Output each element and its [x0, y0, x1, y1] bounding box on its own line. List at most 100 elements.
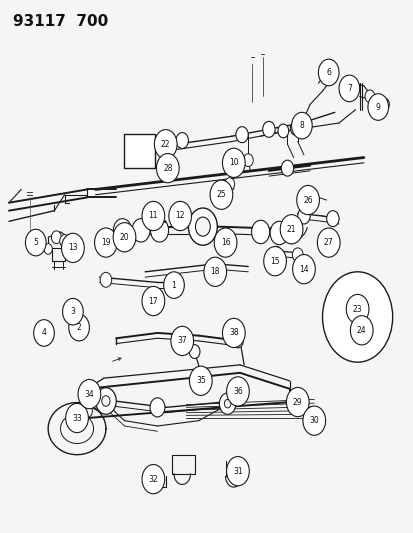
Circle shape	[232, 334, 243, 348]
Text: 15: 15	[270, 257, 279, 265]
Text: 12: 12	[175, 212, 185, 221]
Circle shape	[82, 405, 92, 417]
Circle shape	[222, 318, 244, 348]
Text: 25: 25	[216, 190, 226, 199]
Circle shape	[142, 201, 164, 231]
Circle shape	[163, 272, 184, 298]
Circle shape	[156, 154, 179, 183]
Text: 24: 24	[356, 326, 366, 335]
Circle shape	[296, 185, 319, 215]
Circle shape	[292, 248, 302, 262]
Circle shape	[62, 298, 83, 325]
Text: 11: 11	[148, 212, 158, 221]
Circle shape	[69, 314, 89, 341]
Circle shape	[113, 223, 135, 252]
Circle shape	[169, 201, 191, 231]
Text: 8: 8	[299, 121, 304, 130]
Circle shape	[270, 246, 281, 260]
Circle shape	[66, 403, 88, 433]
Text: 38: 38	[228, 328, 238, 337]
Circle shape	[113, 219, 131, 242]
Circle shape	[224, 177, 234, 190]
Circle shape	[102, 395, 110, 406]
Circle shape	[280, 160, 293, 176]
Circle shape	[172, 278, 183, 293]
Circle shape	[277, 124, 288, 138]
Text: 22: 22	[161, 140, 170, 149]
Circle shape	[263, 247, 286, 276]
Text: 93117  700: 93117 700	[13, 14, 108, 29]
Bar	[124, 134, 155, 168]
Text: 3: 3	[70, 307, 75, 316]
Circle shape	[338, 75, 359, 102]
Circle shape	[290, 122, 300, 135]
Circle shape	[150, 219, 168, 242]
Text: 16: 16	[220, 238, 230, 247]
Circle shape	[317, 228, 339, 257]
Text: 17: 17	[148, 296, 158, 305]
Text: 27: 27	[323, 238, 333, 247]
Circle shape	[150, 398, 164, 417]
Circle shape	[326, 211, 338, 227]
Circle shape	[78, 379, 100, 409]
Circle shape	[286, 387, 309, 417]
Text: 35: 35	[195, 376, 205, 385]
Circle shape	[302, 406, 325, 435]
Text: 18: 18	[210, 268, 219, 276]
Circle shape	[44, 244, 52, 254]
Circle shape	[132, 219, 150, 242]
Text: 32: 32	[148, 475, 158, 483]
Circle shape	[361, 310, 366, 317]
Circle shape	[142, 465, 164, 494]
Circle shape	[280, 215, 302, 244]
Circle shape	[291, 112, 311, 139]
Circle shape	[62, 233, 84, 263]
Text: 33: 33	[72, 414, 82, 423]
Circle shape	[318, 59, 338, 86]
Text: 13: 13	[68, 244, 78, 253]
Circle shape	[204, 257, 226, 286]
Text: 34: 34	[84, 390, 94, 399]
Circle shape	[151, 474, 159, 484]
Text: 5: 5	[33, 238, 38, 247]
Text: 19: 19	[101, 238, 110, 247]
Circle shape	[214, 228, 236, 257]
Circle shape	[95, 387, 116, 414]
Text: 2: 2	[76, 323, 81, 332]
Text: 9: 9	[375, 102, 380, 111]
Circle shape	[25, 229, 46, 256]
Circle shape	[345, 294, 368, 324]
Circle shape	[251, 220, 269, 244]
Circle shape	[171, 326, 193, 356]
Circle shape	[154, 130, 177, 159]
Text: 21: 21	[286, 225, 296, 234]
Circle shape	[226, 377, 249, 406]
Text: 6: 6	[325, 68, 330, 77]
Circle shape	[33, 320, 54, 346]
Circle shape	[262, 122, 274, 138]
Text: 29: 29	[292, 398, 302, 407]
Circle shape	[51, 231, 61, 244]
Circle shape	[349, 316, 372, 345]
Circle shape	[195, 217, 210, 236]
Text: 31: 31	[233, 467, 242, 475]
Circle shape	[379, 98, 389, 111]
Text: 28: 28	[163, 164, 172, 173]
Circle shape	[322, 272, 392, 362]
Circle shape	[235, 127, 248, 143]
Circle shape	[298, 119, 309, 133]
Circle shape	[222, 148, 244, 177]
Circle shape	[292, 255, 315, 284]
Circle shape	[59, 235, 69, 247]
Text: 37: 37	[177, 336, 187, 345]
Circle shape	[243, 154, 253, 166]
Circle shape	[226, 457, 249, 486]
Circle shape	[219, 393, 235, 414]
Text: 26: 26	[303, 196, 312, 205]
Circle shape	[100, 272, 112, 287]
Text: 23: 23	[352, 304, 361, 313]
Circle shape	[367, 94, 388, 120]
Text: 14: 14	[299, 265, 308, 273]
Circle shape	[297, 208, 309, 224]
Text: 10: 10	[228, 158, 238, 167]
